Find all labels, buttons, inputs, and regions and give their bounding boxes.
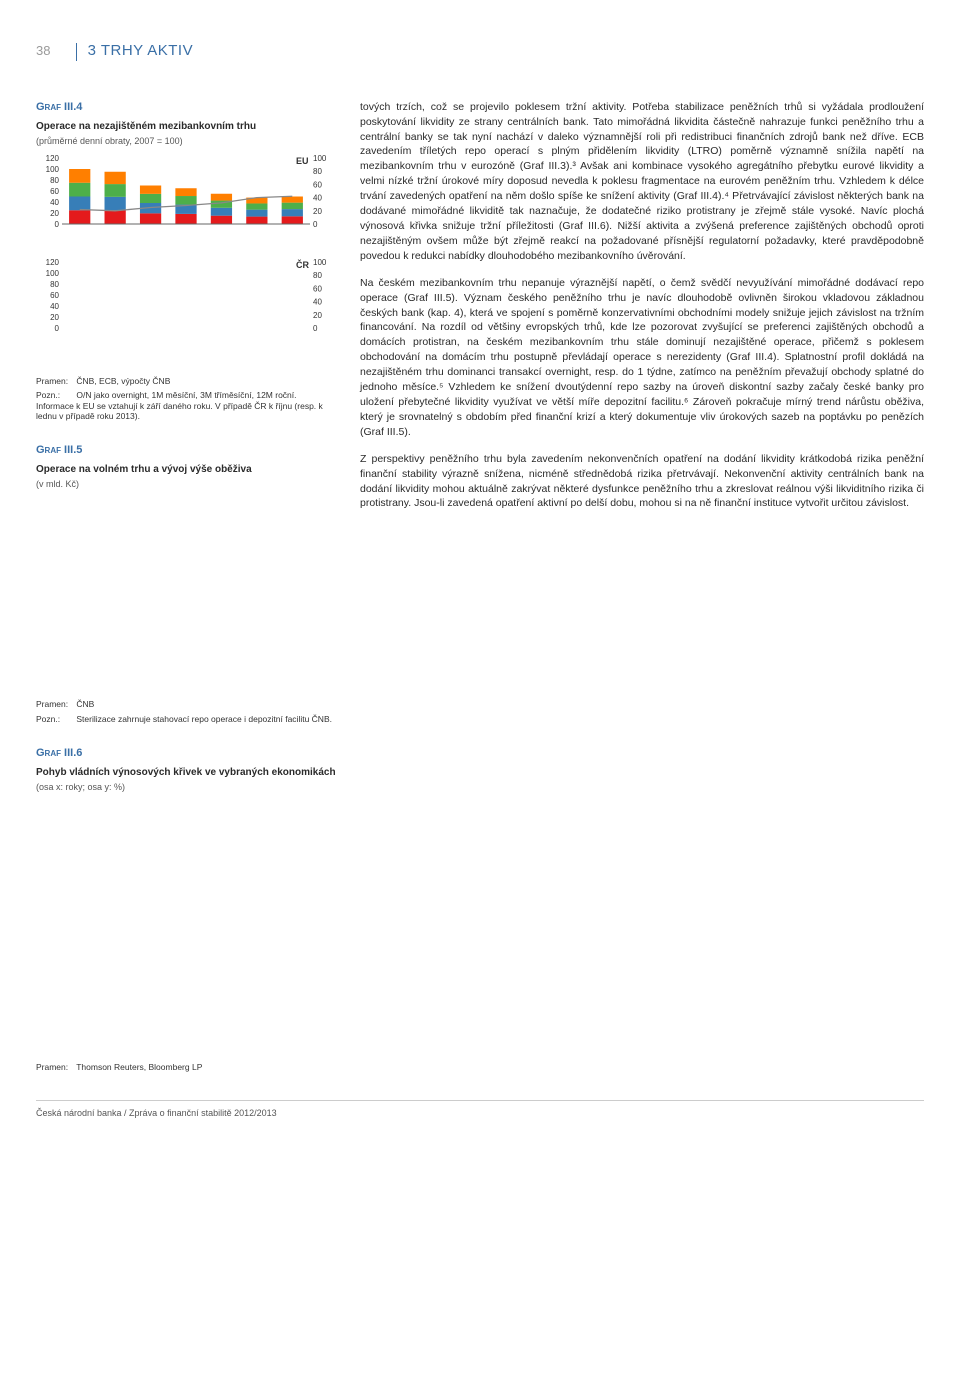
svg-text:40: 40: [313, 194, 322, 203]
svg-text:0: 0: [55, 324, 60, 333]
graf-5-title: Operace na volném trhu a vývoj výše oběž…: [36, 463, 336, 478]
svg-text:60: 60: [313, 285, 322, 294]
svg-text:60: 60: [50, 187, 59, 196]
graf-6-subtitle: (osa x: roky; osa y: %): [36, 781, 336, 794]
page-header: 38 3 TRHY AKTIV: [36, 40, 924, 62]
graf-5-label: Graf III.5: [36, 443, 336, 459]
graf-6-block-top: Graf III.6 Pohyb vládních výnosových kři…: [36, 746, 336, 924]
graf-6-source: Pramen: Thomson Reuters, Bloomberg LP: [36, 1062, 336, 1072]
graf-4-note: Pozn.: O/N jako overnight, 1M měsíční, 3…: [36, 390, 336, 421]
graf-4-label: Graf III.4: [36, 100, 336, 116]
left-column: Graf III.4 Operace na nezajištěném mezib…: [36, 100, 336, 928]
graf-5-chart: [36, 495, 336, 685]
graf-5-source: Pramen: ČNB: [36, 699, 336, 709]
svg-text:80: 80: [50, 176, 59, 185]
right-column: tových trzích, což se projevilo poklesem…: [360, 100, 924, 928]
page-number: 38: [36, 43, 50, 58]
header-rule: [76, 43, 77, 61]
section-title: 3 TRHY AKTIV: [88, 42, 194, 59]
graf-6-block-bottom: Pramen: Thomson Reuters, Bloomberg LP: [36, 928, 336, 1072]
graf-5-block: Graf III.5 Operace na volném trhu a vývo…: [36, 443, 336, 724]
svg-text:0: 0: [313, 324, 318, 333]
svg-text:EU: EU: [296, 156, 309, 166]
graf-4-title: Operace na nezajištěném mezibankovním tr…: [36, 120, 336, 135]
svg-text:120: 120: [46, 154, 60, 163]
svg-text:0: 0: [55, 220, 60, 229]
svg-text:80: 80: [50, 280, 59, 289]
graf-4-source: Pramen: ČNB, ECB, výpočty ČNB: [36, 376, 336, 386]
graf-5-note: Pozn.: Sterilizace zahrnuje stahovací re…: [36, 714, 336, 724]
footnotes-block: [360, 928, 924, 1072]
svg-text:100: 100: [313, 258, 327, 267]
svg-text:60: 60: [50, 291, 59, 300]
page-footer: Česká národní banka / Zpráva o finanční …: [36, 1100, 924, 1120]
graf-4-subtitle: (průměrné denní obraty, 2007 = 100): [36, 135, 336, 148]
svg-text:100: 100: [313, 154, 327, 163]
svg-text:20: 20: [313, 207, 322, 216]
graf-6-chart-top: [36, 798, 336, 918]
svg-text:0: 0: [313, 220, 318, 229]
graf-6-chart-bottom: [36, 928, 336, 1048]
body-paragraph-1: tových trzích, což se projevilo poklesem…: [360, 100, 924, 264]
svg-text:100: 100: [46, 269, 60, 278]
svg-text:40: 40: [313, 298, 322, 307]
body-paragraph-2: Na českém mezibankovním trhu nepanuje vý…: [360, 276, 924, 440]
svg-text:80: 80: [313, 271, 322, 280]
svg-text:20: 20: [50, 209, 59, 218]
graf-6-label: Graf III.6: [36, 746, 336, 762]
svg-text:ČR: ČR: [296, 259, 309, 270]
svg-text:60: 60: [313, 181, 322, 190]
two-column-layout: Graf III.4 Operace na nezajištěném mezib…: [36, 100, 924, 928]
lower-row: Pramen: Thomson Reuters, Bloomberg LP: [36, 928, 924, 1072]
graf-5-subtitle: (v mld. Kč): [36, 478, 336, 491]
graf-4-block: Graf III.4 Operace na nezajištěném mezib…: [36, 100, 336, 421]
svg-text:80: 80: [313, 167, 322, 176]
svg-text:120: 120: [46, 258, 60, 267]
svg-text:40: 40: [50, 302, 59, 311]
svg-text:100: 100: [46, 165, 60, 174]
graf-4-chart: 0 20 40 60 80 100 120 0 20 40 60 80 100 EU 0 20 40 60 80 10…: [36, 152, 336, 362]
svg-text:40: 40: [50, 198, 59, 207]
graf-6-title: Pohyb vládních výnosových křivek ve vybr…: [36, 766, 336, 781]
body-paragraph-3: Z perspektivy peněžního trhu byla zavede…: [360, 452, 924, 512]
svg-text:20: 20: [50, 313, 59, 322]
svg-text:20: 20: [313, 311, 322, 320]
